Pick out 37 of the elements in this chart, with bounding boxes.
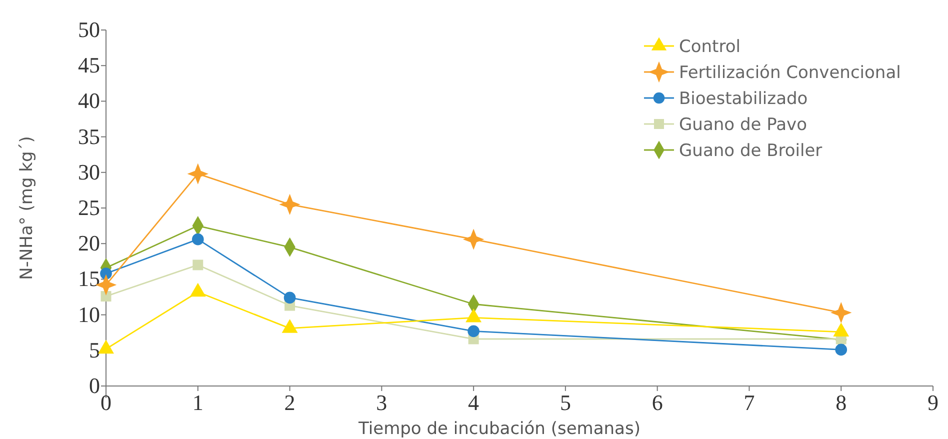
legend-label: Control (679, 37, 740, 57)
x-tick-label: 9 (928, 390, 938, 415)
x-tick-label: 2 (284, 390, 296, 415)
y-tick-label: 40 (78, 88, 100, 114)
point (187, 163, 208, 184)
y-tick-label: 5 (89, 337, 100, 362)
x-tick-label: 6 (652, 390, 663, 415)
point (830, 302, 852, 324)
y-tick-label: 20 (78, 230, 100, 256)
point (468, 325, 480, 338)
y-tick-label: 25 (78, 195, 100, 220)
x-tick-label: 1 (192, 390, 204, 415)
point (192, 233, 204, 246)
x-tick-label: 3 (376, 390, 388, 415)
legend-label: Bioestabilizado (679, 89, 808, 109)
point (835, 344, 848, 356)
y-tick-label: 35 (78, 124, 100, 149)
y-tick-label: 45 (78, 52, 100, 78)
y-tick-label: 50 (78, 17, 100, 42)
legend-label: Fertilización Convencional (679, 63, 901, 83)
point (284, 292, 296, 304)
point (279, 194, 300, 216)
x-tick-label: 7 (744, 390, 755, 415)
x-tick-label: 8 (836, 390, 847, 415)
point (100, 268, 112, 280)
legend-label: Guano de Pavo (679, 115, 807, 135)
point (192, 260, 204, 270)
y-tick-label: 0 (89, 373, 100, 398)
y-tick-label: 30 (78, 159, 100, 184)
legend-label: Guano de Broiler (679, 141, 822, 161)
y-tick-label: 10 (78, 302, 100, 327)
y-tick-label: 15 (78, 266, 100, 292)
y-axis-title: N-NHa° (mg kg´) (17, 136, 37, 280)
x-tick-label: 5 (560, 390, 571, 415)
point (462, 228, 484, 250)
x-tick-label: 4 (468, 390, 480, 415)
x-axis-title: Tiempo de incubación (semanas) (358, 419, 640, 439)
